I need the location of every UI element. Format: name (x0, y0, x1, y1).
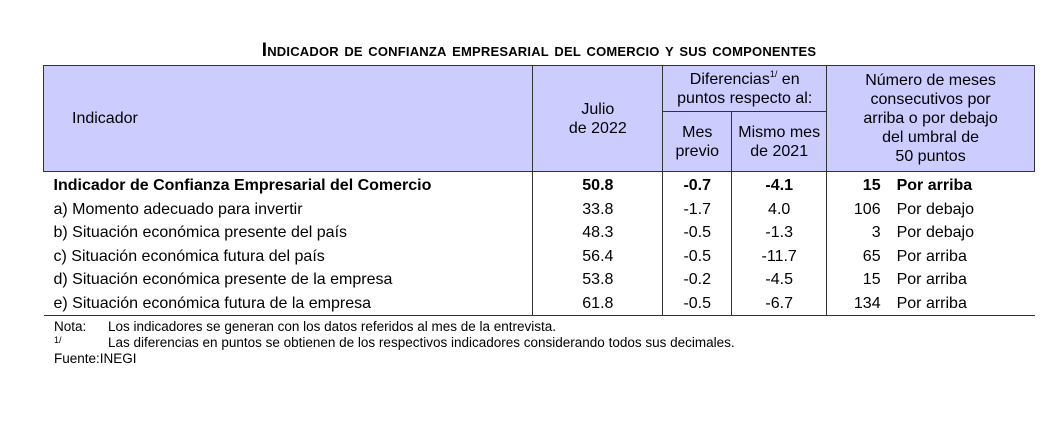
row-mes-previo: -0.7 (662, 171, 732, 198)
row-meses: 134 (826, 291, 887, 316)
row-meses: 3 (826, 221, 887, 245)
header-julio: Julio de 2022 (532, 65, 664, 172)
row-meses: 15 (826, 268, 887, 292)
header-diferencias: Diferencias1/ en puntos respecto al: (662, 65, 828, 112)
table-notes: Nota: Los indicadores se generan con los… (54, 319, 735, 367)
row-posicion: Por arriba (896, 247, 967, 265)
row-mismo-mes: -4.1 (731, 171, 827, 198)
row-posicion: Por debajo (896, 200, 974, 218)
row-julio: 48.3 (532, 221, 663, 245)
row-label: a) Momento adecuado para invertir (53, 200, 303, 218)
row-mismo-mes: -6.7 (731, 291, 827, 316)
row-julio: 50.8 (532, 171, 663, 198)
row-mismo-mes: -11.7 (731, 244, 827, 268)
footnote-text: Las diferencias en puntos se obtienen de… (108, 335, 735, 350)
row-mismo-mes: -1.3 (731, 221, 827, 245)
source-key: Fuente: (54, 351, 100, 366)
row-posicion: Por arriba (896, 177, 973, 195)
header-indicador: Indicador (42, 65, 534, 172)
source-text: INEGI (99, 351, 137, 366)
row-mes-previo: -0.5 (662, 244, 732, 268)
row-label: b) Situación económica presente del país (53, 224, 348, 242)
table-row: c) Situación económica futura del país 5… (44, 244, 1035, 268)
row-posicion: Por debajo (896, 224, 974, 242)
note-text: Los indicadores se generan con los datos… (108, 319, 557, 334)
confidence-table: Indicador Julio de 2022 Diferencias1/ en p… (42, 65, 1035, 316)
row-label: Indicador de Confianza Empresarial del C… (53, 177, 432, 195)
footnote-row: 1/ Las diferencias en puntos se obtienen… (54, 335, 735, 351)
row-julio: 56.4 (532, 244, 663, 268)
source-row: Fuente: INEGI (54, 351, 735, 367)
row-meses: 65 (826, 244, 887, 268)
footnote-key: 1/ (54, 335, 62, 345)
header-mismo-mes: Mismo mes de 2021 (731, 111, 828, 172)
row-mismo-mes: -4.5 (731, 268, 827, 292)
row-label: e) Situación económica futura de la empr… (43, 291, 533, 316)
row-mes-previo: -0.5 (662, 291, 732, 316)
table-row: e) Situación económica futura de la empr… (43, 291, 1035, 316)
row-julio: 33.8 (532, 197, 663, 221)
row-meses: 15 (826, 171, 887, 198)
note-row: Nota: Los indicadores se generan con los… (54, 319, 735, 335)
table-row: b) Situación económica presente del país… (44, 221, 1035, 245)
row-julio: 53.8 (532, 268, 663, 292)
row-mes-previo: -0.2 (662, 268, 732, 292)
header-mes-previo: Mes previo (662, 111, 733, 172)
table-row: a) Momento adecuado para invertir 33.8 -… (44, 197, 1035, 221)
row-posicion: Por arriba (886, 291, 1035, 316)
row-julio: 61.8 (532, 291, 663, 316)
row-label: d) Situación económica presente de la em… (53, 271, 393, 289)
row-label: c) Situación económica futura del país (53, 247, 325, 265)
row-meses: 106 (826, 197, 887, 221)
table-row: d) Situación económica presente de la em… (44, 268, 1035, 292)
table-title: Indicador de confianza empresarial del c… (261, 40, 817, 61)
table-row: Indicador de Confianza Empresarial del C… (44, 171, 1035, 198)
row-mes-previo: -0.5 (662, 221, 732, 245)
note-key: Nota: (54, 319, 87, 334)
row-posicion: Por arriba (896, 271, 967, 289)
row-mismo-mes: 4.0 (731, 197, 827, 221)
row-mes-previo: -1.7 (662, 197, 732, 221)
header-numero-meses: Número de meses consecutivos por arriba … (826, 65, 1035, 172)
